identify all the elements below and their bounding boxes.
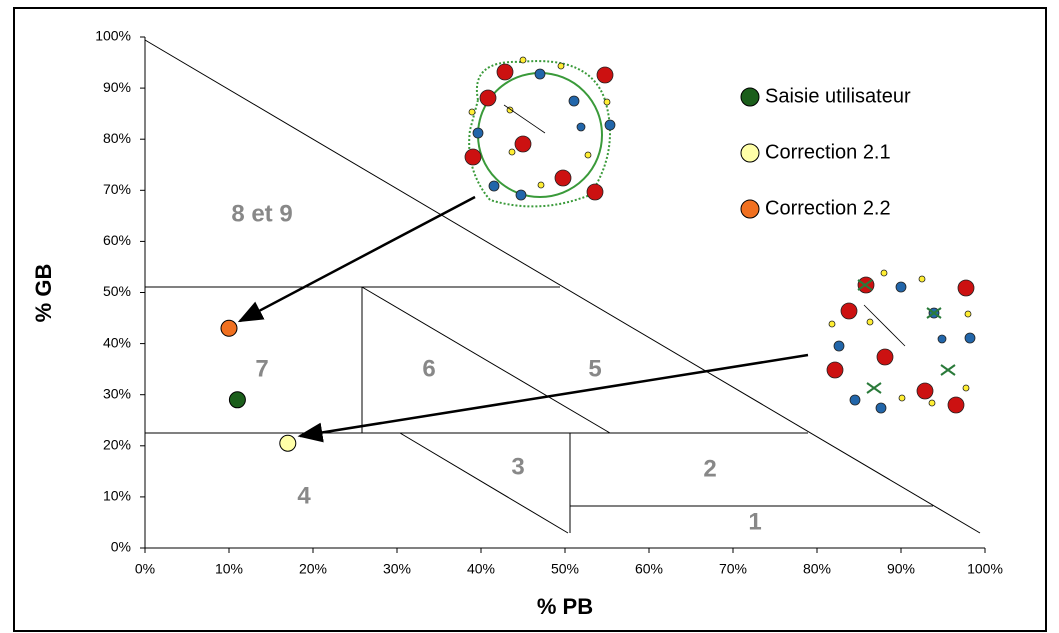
- x-tick-label: 100%: [967, 561, 1003, 577]
- x-tick-label: 30%: [383, 561, 411, 577]
- y-tick-label: 60%: [103, 232, 131, 248]
- inset-cluster: [465, 57, 615, 206]
- x-tick-label: 90%: [887, 561, 915, 577]
- x-tick-label: 80%: [803, 561, 831, 577]
- x-tick-label: 0%: [135, 561, 155, 577]
- y-tick-label: 40%: [103, 334, 131, 350]
- y-tick-label: 0%: [111, 539, 131, 555]
- inset-cluster: [827, 270, 975, 413]
- legend-swatch: [741, 200, 759, 218]
- y-tick-label: 80%: [103, 130, 131, 146]
- region-label: 6: [422, 355, 435, 382]
- y-axis-label: % GB: [31, 264, 56, 323]
- region-label: 3: [511, 453, 524, 480]
- x-axis-label: % PB: [537, 594, 593, 619]
- y-tick-label: 20%: [103, 437, 131, 453]
- legend-label: Correction 2.1: [765, 141, 891, 163]
- region-label: 5: [588, 355, 601, 382]
- region-lines: [145, 40, 980, 533]
- region-label: 4: [297, 482, 311, 509]
- y-tick-label: 70%: [103, 181, 131, 197]
- legend-label: Saisie utilisateur: [765, 85, 911, 107]
- region-label: 1: [748, 508, 761, 535]
- region-label: 2: [703, 455, 716, 482]
- x-tick-label: 60%: [635, 561, 663, 577]
- y-tick-label: 30%: [103, 385, 131, 401]
- point: [229, 392, 245, 408]
- arrow: [300, 355, 808, 436]
- region-label: 7: [255, 355, 268, 382]
- y-tick-label: 50%: [103, 283, 131, 299]
- y-tick-label: 90%: [103, 79, 131, 95]
- point: [221, 320, 237, 336]
- legend-label: Correction 2.2: [765, 197, 891, 219]
- y-tick-label: 10%: [103, 488, 131, 504]
- x-tick-label: 40%: [467, 561, 495, 577]
- x-tick-label: 70%: [719, 561, 747, 577]
- point: [280, 435, 296, 451]
- legend-swatch: [741, 144, 759, 162]
- region-label: 8 et 9: [231, 200, 292, 227]
- legend-swatch: [741, 88, 759, 106]
- x-tick-label: 20%: [299, 561, 327, 577]
- x-tick-label: 50%: [551, 561, 579, 577]
- y-tick-label: 100%: [95, 28, 131, 44]
- chart: 8 et 9 7 6 5 4 3 2 1: [0, 0, 1059, 633]
- x-tick-label: 10%: [215, 561, 243, 577]
